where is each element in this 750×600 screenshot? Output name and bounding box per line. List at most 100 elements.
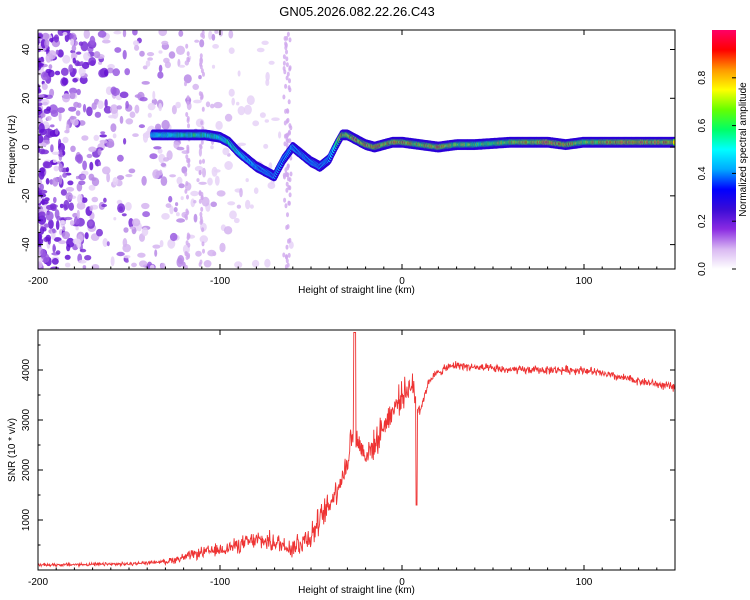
- y-axis-title: SNR (10 * v/v): [7, 418, 18, 482]
- noise-blob: [169, 174, 177, 178]
- noise-blob: [125, 118, 134, 125]
- noise-blob: [113, 217, 117, 221]
- noise-blob: [74, 154, 82, 163]
- noise-streak: [200, 120, 204, 126]
- noise-blob: [46, 204, 54, 211]
- noise-blob: [78, 66, 86, 77]
- noise-blob: [64, 262, 71, 268]
- noise-blob: [38, 32, 44, 39]
- noise-blob: [86, 106, 93, 117]
- noise-blob: [207, 249, 216, 257]
- noise-blob: [259, 112, 266, 118]
- noise-blob: [64, 254, 71, 260]
- noise-blob: [216, 190, 226, 197]
- noise-streak: [200, 206, 204, 212]
- noise-blob: [38, 211, 46, 218]
- noise-blob: [73, 101, 80, 108]
- noise-blob: [103, 106, 112, 114]
- noise-blob: [122, 30, 127, 38]
- noise-blob: [54, 128, 59, 135]
- noise-blob: [75, 110, 81, 116]
- y-axis-title: Frequency (Hz): [7, 115, 18, 184]
- noise-blob: [141, 227, 149, 237]
- spectrogram-frame: [37, 29, 676, 270]
- noise-blob: [138, 124, 145, 129]
- noise-blob: [245, 199, 251, 210]
- noise-blob: [53, 165, 60, 172]
- noise-streak: [286, 212, 289, 218]
- noise-streak: [201, 106, 205, 112]
- noise-blob: [219, 242, 226, 253]
- noise-blob: [91, 196, 99, 203]
- noise-blob: [253, 187, 259, 194]
- noise-streak: [184, 188, 188, 194]
- noise-blob: [62, 150, 66, 156]
- noise-blob: [176, 257, 183, 268]
- noise-blob: [45, 211, 54, 221]
- noise-blob: [45, 178, 50, 185]
- noise-streak: [282, 252, 286, 258]
- noise-blob: [38, 189, 48, 194]
- noise-blob: [81, 174, 87, 180]
- noise-blob: [176, 218, 186, 223]
- noise-blob: [45, 234, 52, 242]
- noise-blob: [122, 243, 131, 253]
- noise-blob: [125, 100, 129, 109]
- noise-streak: [282, 60, 286, 66]
- noise-blob: [237, 142, 247, 146]
- y-tick-label: 20: [21, 92, 32, 104]
- noise-blob: [59, 219, 66, 225]
- colorbar-tick-label: 0.6: [697, 118, 708, 132]
- noise-blob: [38, 257, 43, 263]
- noise-blob: [223, 226, 233, 235]
- noise-blob: [60, 189, 67, 196]
- noise-blob: [45, 53, 52, 63]
- noise-blob: [237, 70, 241, 77]
- noise-blob: [55, 49, 59, 55]
- noise-streak: [202, 71, 205, 77]
- noise-blob: [246, 95, 255, 106]
- y-tick-label: 2000: [21, 458, 32, 481]
- noise-blob: [66, 237, 75, 248]
- noise-blob: [93, 134, 100, 141]
- noise-blob: [180, 196, 184, 201]
- noise-streak: [286, 262, 290, 268]
- noise-blob: [38, 123, 45, 133]
- noise-streak: [287, 99, 291, 105]
- noise-blob: [76, 201, 86, 210]
- noise-blob: [265, 71, 270, 82]
- colorbar-tick-label: 0.8: [697, 70, 708, 84]
- trace-core: [672, 140, 675, 145]
- noise-blob: [52, 177, 59, 187]
- noise-blob: [119, 115, 124, 124]
- noise-streak: [202, 248, 205, 254]
- noise-streak: [186, 116, 190, 121]
- noise-blob: [76, 51, 82, 55]
- noise-blob: [158, 50, 163, 54]
- noise-blob: [99, 139, 108, 144]
- noise-blob: [177, 58, 181, 67]
- noise-streak: [184, 213, 188, 219]
- noise-blob: [41, 198, 45, 206]
- noise-blob: [149, 264, 155, 269]
- noise-blob: [129, 226, 135, 230]
- noise-blob: [178, 64, 186, 68]
- noise-blob: [67, 180, 74, 186]
- noise-blob: [201, 196, 210, 207]
- noise-blob: [53, 237, 62, 242]
- noise-blob: [193, 213, 198, 223]
- noise-blob: [211, 33, 216, 41]
- noise-blob: [182, 261, 186, 268]
- noise-blob: [224, 113, 233, 122]
- noise-streak: [285, 56, 289, 62]
- noise-blob: [54, 209, 60, 219]
- noise-blob: [40, 98, 50, 106]
- noise-blob: [104, 69, 109, 77]
- noise-blob: [76, 88, 81, 96]
- noise-blob: [214, 175, 220, 186]
- noise-streak: [187, 242, 191, 248]
- noise-streak: [288, 78, 291, 84]
- noise-blob: [99, 134, 107, 138]
- noise-blob: [160, 262, 166, 269]
